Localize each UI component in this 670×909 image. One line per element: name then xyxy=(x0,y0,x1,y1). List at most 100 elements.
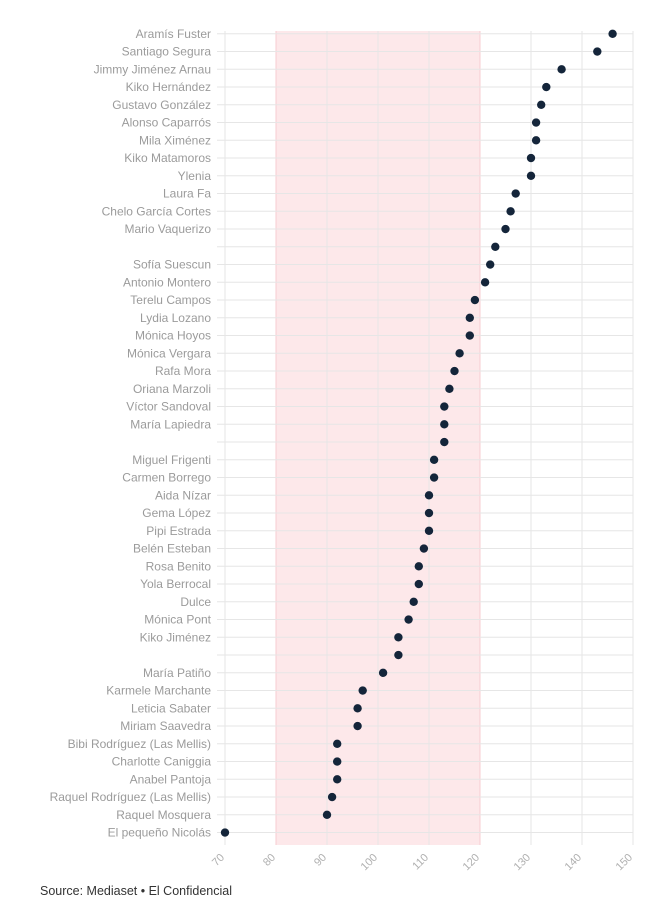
data-point xyxy=(445,384,454,393)
data-point xyxy=(353,704,362,713)
category-label: Lydia Lozano xyxy=(140,311,211,325)
category-label: Aida Nízar xyxy=(155,488,211,502)
data-point xyxy=(333,775,342,784)
data-point xyxy=(506,207,515,216)
data-point xyxy=(531,136,541,145)
x-tick-label: 80 xyxy=(261,852,278,869)
data-point xyxy=(470,295,480,305)
category-label: Aramís Fuster xyxy=(136,27,211,41)
category-label: Antonio Montero xyxy=(123,275,211,289)
data-point xyxy=(419,544,429,553)
x-tick-label: 150 xyxy=(614,852,635,873)
data-point xyxy=(358,686,367,695)
category-label: El pequeño Nicolás xyxy=(108,826,211,840)
data-point xyxy=(526,171,536,180)
category-label: Rosa Benito xyxy=(146,559,212,573)
data-point xyxy=(378,668,388,677)
category-label: Terelu Campos xyxy=(130,293,211,307)
x-tick-label: 90 xyxy=(312,852,329,869)
data-point xyxy=(394,650,403,660)
category-label: Mónica Vergara xyxy=(127,346,211,360)
data-point xyxy=(511,189,520,198)
data-point xyxy=(593,47,602,56)
data-point xyxy=(542,82,551,92)
x-axis-ticks: 70 80 90 100 110 120 130 140 150 xyxy=(210,852,635,873)
data-point xyxy=(333,757,342,766)
data-point xyxy=(480,278,490,287)
data-point xyxy=(440,402,449,411)
data-point xyxy=(440,437,449,447)
data-point xyxy=(409,597,418,606)
category-label: Santiago Segura xyxy=(122,45,212,59)
category-label: Bibi Rodríguez (Las Mellis) xyxy=(68,737,211,751)
category-label: Yola Berrocal xyxy=(140,577,211,591)
category-label: Pipi Estrada xyxy=(146,524,211,538)
category-label: Miriam Saavedra xyxy=(120,719,211,733)
category-label: Miguel Frigenti xyxy=(132,453,211,467)
category-label: Oriana Marzoli xyxy=(133,382,211,396)
category-label: Kiko Jiménez xyxy=(140,630,211,644)
x-tick-label: 70 xyxy=(210,852,227,869)
data-point xyxy=(526,153,536,163)
data-point xyxy=(322,810,332,819)
category-label: María Patiño xyxy=(143,666,211,680)
category-label: Sofía Suescun xyxy=(133,258,211,272)
data-point xyxy=(486,260,495,269)
source-note: Source: Mediaset • El Confidencial xyxy=(40,884,232,898)
y-axis-labels: Aramís Fuster Santiago Segura Jimmy Jiméne… xyxy=(50,27,212,840)
category-label: Karmele Marchante xyxy=(106,684,211,698)
data-point xyxy=(424,526,434,535)
category-label: Chelo García Cortes xyxy=(102,204,211,218)
category-label: Dulce xyxy=(180,595,211,609)
data-point xyxy=(424,491,434,500)
category-label: María Lapiedra xyxy=(130,417,211,431)
data-point xyxy=(531,118,541,127)
data-point xyxy=(327,792,337,802)
data-point xyxy=(429,473,439,482)
category-label: Mario Vaquerizo xyxy=(125,222,212,236)
category-label: Rafa Mora xyxy=(155,364,211,378)
grid-lines xyxy=(217,31,634,845)
category-label: Raquel Rodríguez (Las Mellis) xyxy=(50,790,211,804)
category-label: Ylenia xyxy=(178,169,212,183)
category-label: Charlotte Caniggia xyxy=(112,755,212,769)
data-point xyxy=(333,739,342,748)
category-label: Carmen Borrego xyxy=(122,471,211,485)
category-label: Laura Fa xyxy=(163,187,211,201)
data-point xyxy=(455,349,464,358)
data-points xyxy=(220,29,617,837)
x-tick-label: 120 xyxy=(461,852,482,873)
category-label: Mila Ximénez xyxy=(139,133,211,147)
category-label: Mónica Pont xyxy=(144,613,211,627)
x-tick-label: 100 xyxy=(359,852,380,873)
category-label: Mónica Hoyos xyxy=(135,329,211,343)
category-label: Kiko Hernández xyxy=(126,80,211,94)
category-label: Víctor Sandoval xyxy=(126,400,211,414)
category-label: Kiko Matamoros xyxy=(124,151,211,165)
data-point xyxy=(537,100,546,110)
category-label: Raquel Mosquera xyxy=(116,808,211,822)
category-label: Gema López xyxy=(142,506,211,520)
x-tick-label: 130 xyxy=(512,852,533,873)
data-point xyxy=(608,29,617,38)
category-label: Leticia Sabater xyxy=(131,701,211,715)
data-point xyxy=(429,455,439,464)
data-point xyxy=(414,579,423,589)
category-label: Belén Esteban xyxy=(133,542,211,556)
data-point xyxy=(414,562,423,571)
category-label: Anabel Pantoja xyxy=(130,772,212,786)
data-point xyxy=(450,366,459,376)
data-point xyxy=(440,420,449,429)
data-point xyxy=(220,828,230,837)
data-point xyxy=(491,242,500,251)
data-point xyxy=(557,65,566,74)
data-point xyxy=(424,508,434,518)
data-point xyxy=(465,331,474,340)
category-label: Jimmy Jiménez Arnau xyxy=(94,62,211,76)
category-label: Gustavo González xyxy=(112,98,211,112)
x-tick-label: 110 xyxy=(410,852,431,873)
x-tick-label: 140 xyxy=(563,852,584,873)
data-point xyxy=(404,615,413,624)
data-point xyxy=(501,224,510,234)
